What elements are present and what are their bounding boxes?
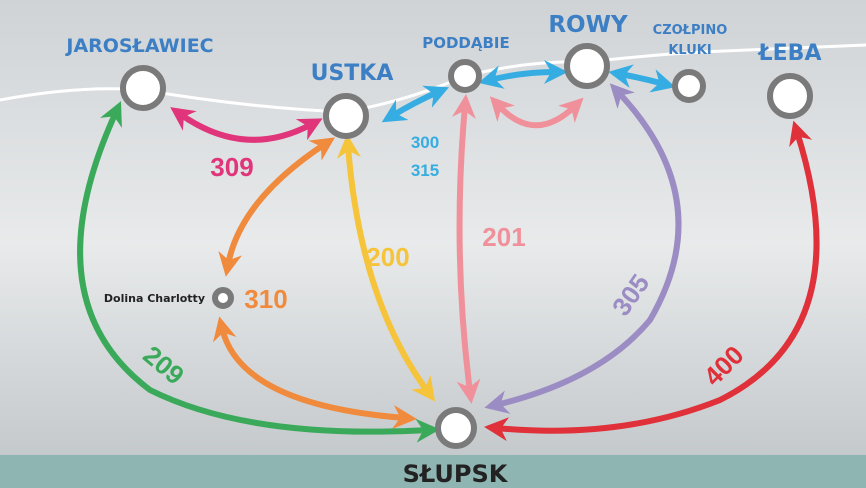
route-label: 300: [411, 133, 439, 152]
stop: [567, 46, 607, 86]
stop-label: Dolina Charlotty: [104, 292, 205, 305]
route-label: 200: [366, 242, 409, 272]
route-label: 315: [411, 161, 439, 180]
stop: [215, 290, 231, 306]
route-label: 309: [210, 152, 253, 182]
stop: [675, 72, 703, 100]
stop-label: ŁEBA: [758, 41, 822, 66]
stop: [123, 68, 163, 108]
stop-label: ROWY: [548, 12, 628, 38]
route-label: 310: [244, 284, 287, 314]
stop-label: SŁUPSK: [403, 460, 509, 488]
stop-label: KLUKI: [668, 43, 711, 58]
route-label: 201: [482, 222, 525, 252]
route-map: JAROSŁAWIEC USTKA PODDĄBIE ROWY CZOŁPINO…: [0, 0, 866, 488]
stop: [770, 76, 810, 116]
stop: [438, 410, 474, 446]
stop-label: USTKA: [311, 61, 394, 86]
stop: [451, 62, 479, 90]
stop-label: JAROSŁAWIEC: [64, 35, 213, 57]
stop-label: PODDĄBIE: [422, 34, 510, 52]
stop: [326, 96, 366, 136]
stop-label: CZOŁPINO: [653, 23, 728, 38]
